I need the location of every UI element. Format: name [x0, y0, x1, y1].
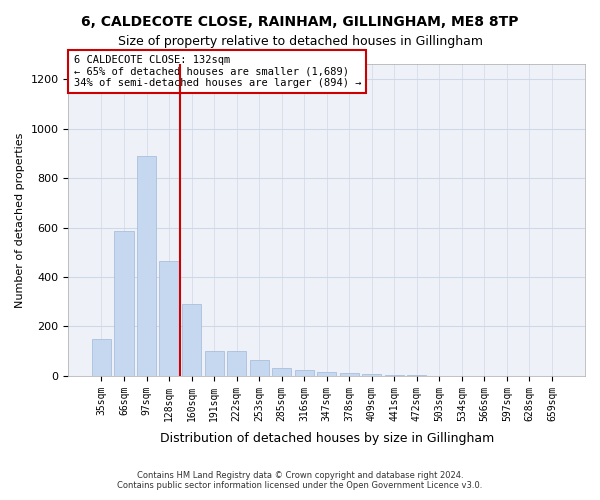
Bar	[92, 339, 111, 376]
Bar	[362, 374, 382, 376]
Text: 6, CALDECOTE CLOSE, RAINHAM, GILLINGHAM, ME8 8TP: 6, CALDECOTE CLOSE, RAINHAM, GILLINGHAM,…	[81, 15, 519, 29]
X-axis label: Distribution of detached houses by size in Gillingham: Distribution of detached houses by size …	[160, 432, 494, 445]
Bar	[182, 304, 201, 376]
Bar	[250, 360, 269, 376]
Bar	[295, 370, 314, 376]
Bar	[227, 351, 246, 376]
Text: 6 CALDECOTE CLOSE: 132sqm
← 65% of detached houses are smaller (1,689)
34% of se: 6 CALDECOTE CLOSE: 132sqm ← 65% of detac…	[74, 55, 361, 88]
Bar	[115, 231, 134, 376]
Bar	[272, 368, 291, 376]
Bar	[385, 375, 404, 376]
Bar	[317, 372, 336, 376]
Y-axis label: Number of detached properties: Number of detached properties	[15, 132, 25, 308]
Bar	[340, 374, 359, 376]
Text: Size of property relative to detached houses in Gillingham: Size of property relative to detached ho…	[118, 35, 482, 48]
Bar	[160, 261, 179, 376]
Bar	[137, 156, 156, 376]
Text: Contains HM Land Registry data © Crown copyright and database right 2024.
Contai: Contains HM Land Registry data © Crown c…	[118, 470, 482, 490]
Bar	[205, 351, 224, 376]
